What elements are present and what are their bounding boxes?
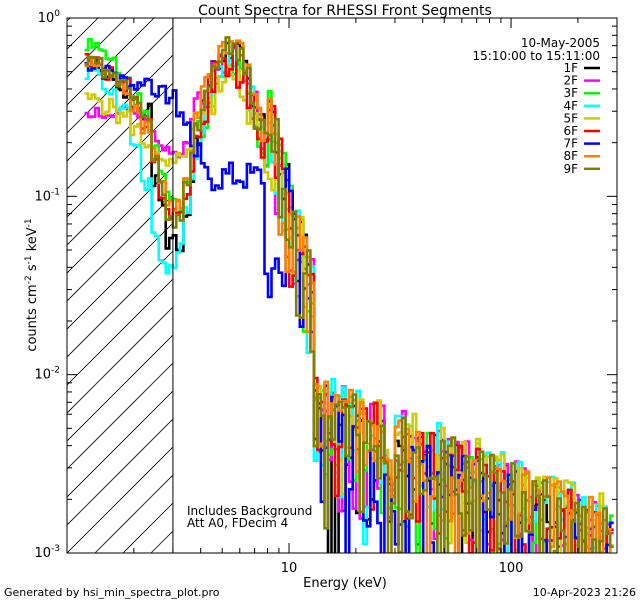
time-range: 15:10:00 to 15:11:00 — [473, 49, 600, 63]
legend-label-6F: 6F — [563, 124, 578, 138]
footer-generator: Generated by hsi_min_spectra_plot.pro — [4, 586, 220, 599]
legend-label-2F: 2F — [563, 74, 578, 88]
observation-date: 10-May-2005 — [521, 36, 600, 50]
x-tick-label: 100 — [499, 561, 524, 576]
footer-timestamp: 10-Apr-2023 21:26 — [533, 586, 636, 599]
note-attenuator: Att A0, FDecim 4 — [187, 516, 288, 530]
note-background: Includes Background — [187, 504, 312, 518]
hatch-line — [67, 18, 183, 134]
hatch-line — [67, 18, 239, 190]
x-tick-labels: 10 100 — [281, 561, 524, 576]
y-axis-label: counts cm-2 s-1 keV-1 — [24, 218, 40, 351]
plot-frame — [66, 17, 618, 554]
legend-label-8F: 8F — [563, 149, 578, 163]
x-tick-label: 10 — [281, 561, 298, 576]
series-8F — [84, 39, 612, 553]
legend-label-9F: 9F — [563, 162, 578, 176]
y-tick-label: 100 — [38, 9, 61, 26]
y-tick-labels: 100 10-1 10-2 10-3 — [34, 9, 60, 561]
axis-ticks — [66, 18, 618, 554]
hatch-line — [67, 18, 155, 106]
chart-title: Count Spectra for RHESSI Front Segments — [198, 3, 492, 19]
y-tick-label: 10-2 — [34, 366, 60, 383]
legend-label-3F: 3F — [563, 86, 578, 100]
y-tick-label: 10-3 — [34, 544, 60, 561]
legend-label-5F: 5F — [563, 111, 578, 125]
legend-label-1F: 1F — [563, 61, 578, 75]
legend-label-4F: 4F — [563, 99, 578, 113]
x-axis-label: Energy (keV) — [303, 576, 387, 591]
series-7F — [84, 62, 614, 553]
y-tick-label: 10-1 — [34, 187, 60, 204]
legend-label-7F: 7F — [563, 137, 578, 151]
